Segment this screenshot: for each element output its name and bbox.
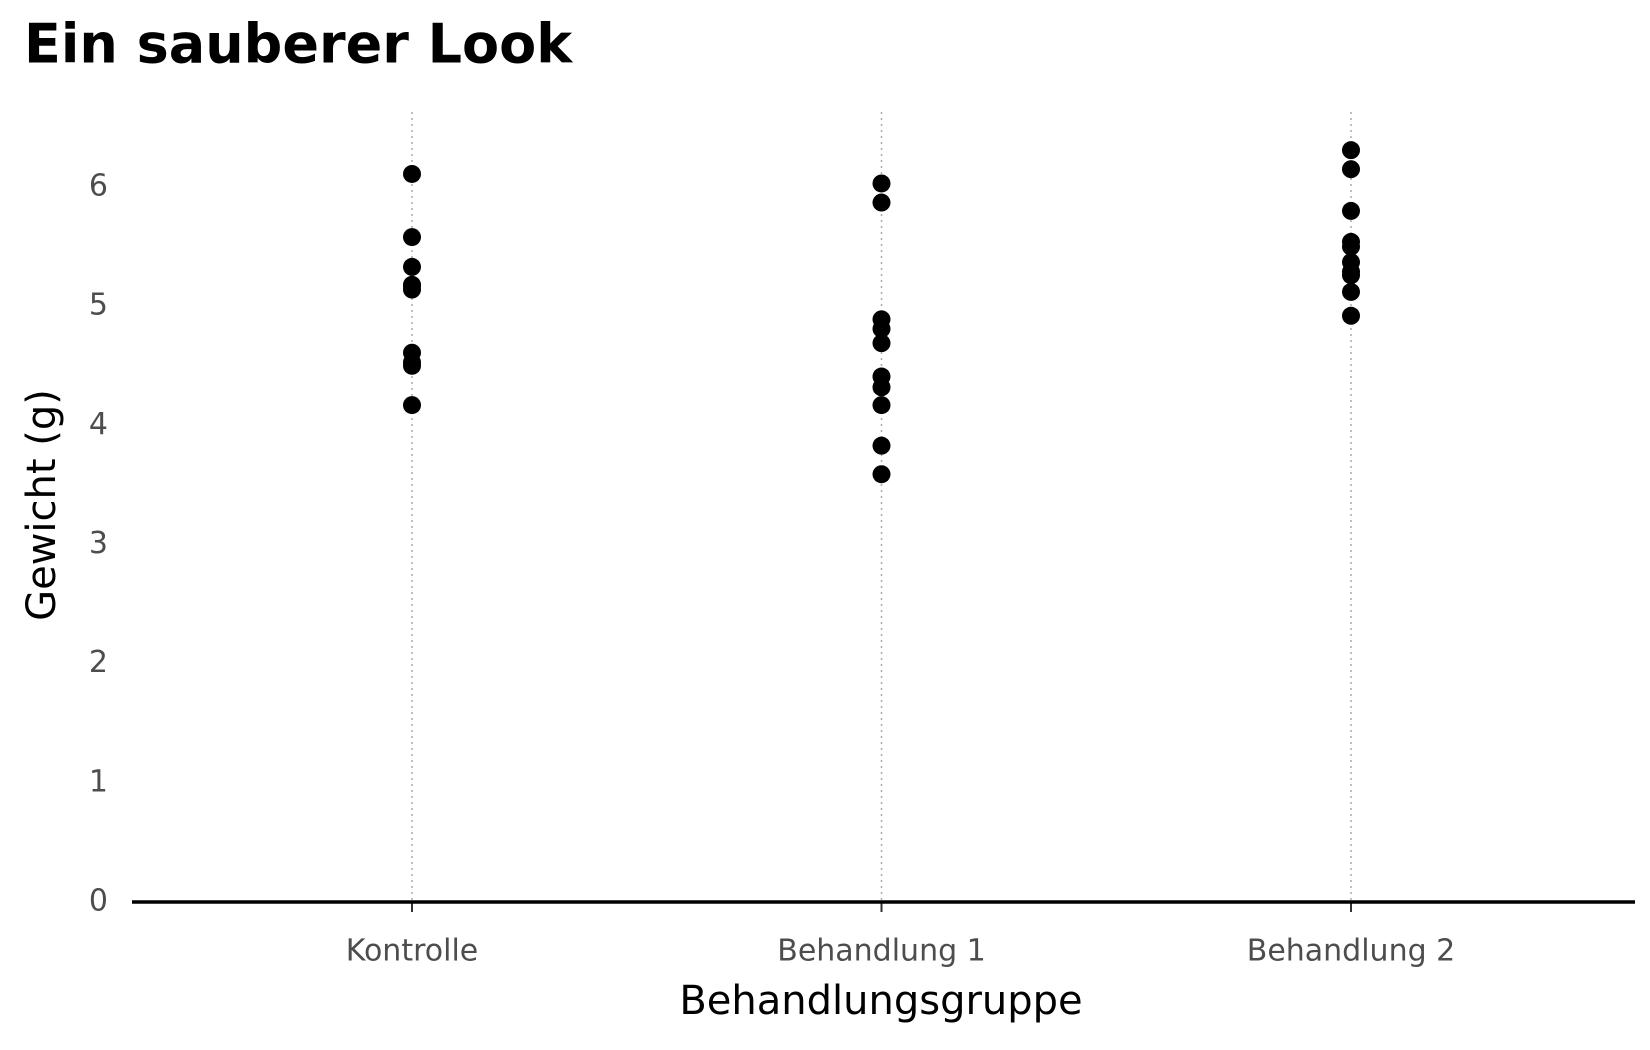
data-point xyxy=(872,310,891,329)
data-point xyxy=(403,353,421,372)
data-point xyxy=(1342,141,1360,160)
data-point xyxy=(403,164,421,183)
x-tick-label: Kontrolle xyxy=(346,934,478,969)
data-point xyxy=(872,436,891,455)
data-point xyxy=(872,396,891,415)
data-point xyxy=(403,257,421,276)
x-tick-label: Behandlung 1 xyxy=(777,934,986,969)
data-point xyxy=(872,174,891,193)
data-point xyxy=(1342,160,1360,179)
y-tick-label: 4 xyxy=(89,407,108,442)
chart-title: Ein sauberer Look xyxy=(24,13,573,76)
y-tick-label: 2 xyxy=(89,645,108,680)
data-point xyxy=(1342,201,1360,220)
data-point xyxy=(1342,266,1360,285)
data-point xyxy=(872,378,891,397)
data-point xyxy=(872,465,891,484)
y-tick-label: 6 xyxy=(89,169,108,204)
data-point xyxy=(872,193,891,212)
y-tick-label: 0 xyxy=(89,884,108,919)
y-tick-label: 1 xyxy=(89,764,108,799)
y-tick-label: 5 xyxy=(89,288,108,323)
data-point xyxy=(403,280,421,299)
data-point xyxy=(872,334,891,353)
data-point xyxy=(1342,306,1360,325)
data-point xyxy=(1342,237,1360,256)
data-point xyxy=(403,396,421,415)
data-point xyxy=(403,228,421,247)
x-tick-label: Behandlung 2 xyxy=(1247,934,1456,969)
y-tick-label: 3 xyxy=(89,526,108,561)
data-point xyxy=(1342,282,1360,301)
y-axis-label: Gewicht (g) xyxy=(19,389,65,621)
x-axis-label: Behandlungsgruppe xyxy=(679,978,1082,1024)
